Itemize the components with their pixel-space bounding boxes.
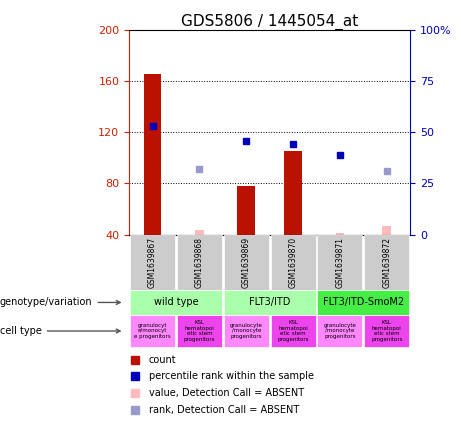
- Text: KSL
hematopoi
etic stem
progenitors: KSL hematopoi etic stem progenitors: [183, 320, 215, 342]
- Text: wild type: wild type: [154, 297, 198, 308]
- Text: cell type: cell type: [0, 326, 120, 336]
- Text: value, Detection Call = ABSENT: value, Detection Call = ABSENT: [149, 388, 304, 398]
- Bar: [383, 226, 391, 235]
- Text: GSM1639870: GSM1639870: [289, 237, 298, 288]
- Title: GDS5806 / 1445054_at: GDS5806 / 1445054_at: [181, 14, 358, 30]
- Text: GSM1639872: GSM1639872: [382, 237, 391, 288]
- Text: rank, Detection Call = ABSENT: rank, Detection Call = ABSENT: [149, 405, 299, 415]
- Text: GSM1639867: GSM1639867: [148, 237, 157, 288]
- Bar: [195, 230, 204, 235]
- Bar: [237, 186, 255, 235]
- Bar: [144, 74, 161, 235]
- Text: genotype/variation: genotype/variation: [0, 297, 120, 308]
- Text: granulocyte
/monocyte
progenitors: granulocyte /monocyte progenitors: [230, 323, 263, 339]
- Text: granulocyte
/monocyte
progenitors: granulocyte /monocyte progenitors: [324, 323, 356, 339]
- Text: granulocyt
e/monocyt
e progenitors: granulocyt e/monocyt e progenitors: [134, 323, 171, 339]
- Bar: [284, 151, 302, 235]
- Text: GSM1639868: GSM1639868: [195, 237, 204, 288]
- Text: GSM1639871: GSM1639871: [336, 237, 344, 288]
- Bar: [336, 233, 344, 235]
- Text: FLT3/ITD: FLT3/ITD: [249, 297, 290, 308]
- Text: FLT3/ITD-SmoM2: FLT3/ITD-SmoM2: [323, 297, 404, 308]
- Text: count: count: [149, 354, 177, 365]
- Text: KSL
hematopoi
etic stem
progenitors: KSL hematopoi etic stem progenitors: [371, 320, 402, 342]
- Text: percentile rank within the sample: percentile rank within the sample: [149, 371, 314, 382]
- Text: GSM1639869: GSM1639869: [242, 237, 251, 288]
- Text: KSL
hematopoi
etic stem
progenitors: KSL hematopoi etic stem progenitors: [278, 320, 309, 342]
